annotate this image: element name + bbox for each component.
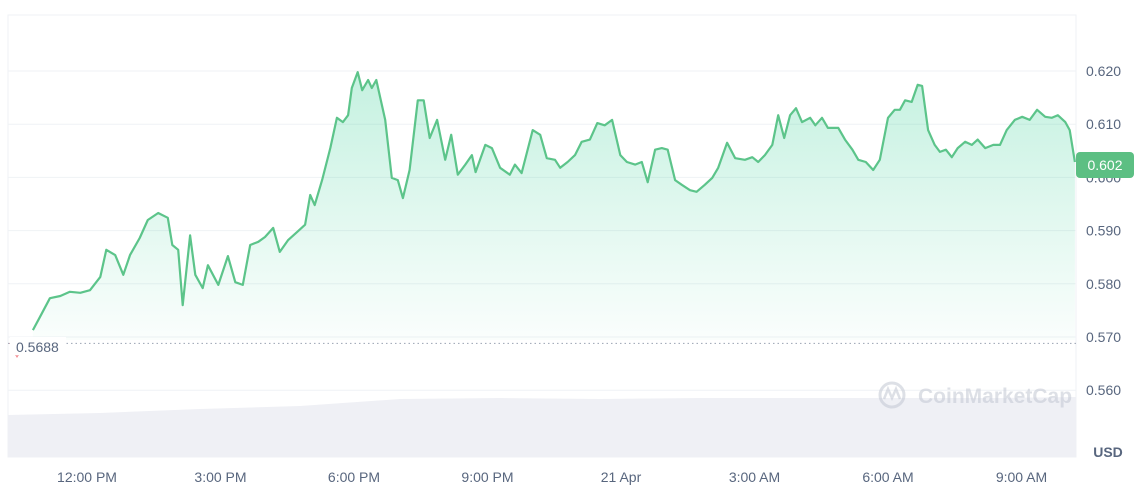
price-area: [32, 72, 1075, 340]
x-axis: 12:00 PM 3:00 PM 6:00 PM 9:00 PM 21 Apr 3:00 …: [57, 469, 1047, 485]
volume-area: [8, 397, 1076, 457]
currency-label: USD: [1093, 444, 1123, 460]
x-tick-label: 3:00 AM: [729, 469, 780, 485]
y-tick-label: 0.620: [1086, 63, 1121, 79]
watermark-text: CoinMarketCap: [918, 385, 1072, 408]
x-tick-label: 12:00 PM: [57, 469, 117, 485]
current-price-text: 0.602: [1087, 157, 1122, 173]
reference-price-label: 0.5688: [16, 339, 59, 355]
price-line: [31, 71, 1076, 331]
x-tick-label: 9:00 PM: [461, 469, 513, 485]
y-tick-label: 0.610: [1086, 116, 1121, 132]
y-tick-label: 0.560: [1086, 382, 1121, 398]
x-tick-label: 6:00 PM: [328, 469, 380, 485]
y-tick-label: 0.590: [1086, 223, 1121, 239]
reference-label-bg: [10, 337, 66, 355]
x-tick-label: 3:00 PM: [194, 469, 246, 485]
x-tick-label: 9:00 AM: [996, 469, 1047, 485]
x-tick-label: 6:00 AM: [862, 469, 913, 485]
y-tick-label: 0.570: [1086, 329, 1121, 345]
watermark: CoinMarketCap: [878, 381, 1072, 409]
x-tick-label: 21 Apr: [601, 469, 642, 485]
y-tick-label: 0.580: [1086, 276, 1121, 292]
current-price-badge: 0.602: [1076, 152, 1134, 178]
